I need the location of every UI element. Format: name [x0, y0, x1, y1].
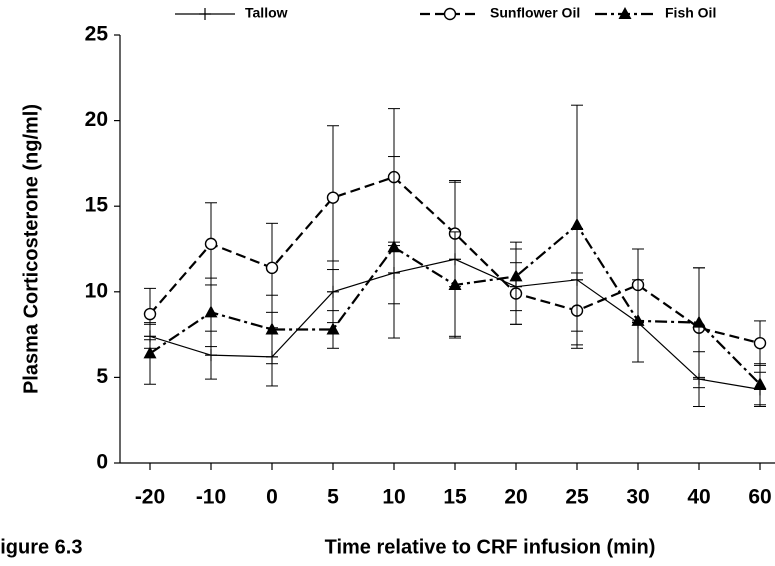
y-tick-label: 0	[96, 451, 108, 474]
marker	[570, 218, 584, 231]
x-tick-label: 10	[382, 486, 405, 509]
x-tick-label: -20	[135, 486, 165, 509]
y-tick-label: 15	[85, 194, 109, 217]
y-tick-label: 5	[96, 365, 108, 388]
figure-label: Figure 6.3	[0, 536, 82, 558]
marker	[443, 7, 457, 21]
x-tick-label: 25	[565, 486, 589, 509]
marker	[205, 349, 217, 362]
marker	[199, 8, 211, 20]
marker	[753, 336, 767, 350]
marker	[204, 237, 218, 251]
x-tick-label: 30	[626, 486, 649, 509]
x-tick-label: 5	[327, 486, 339, 509]
x-tick-label: -10	[196, 486, 226, 509]
marker	[753, 377, 767, 390]
marker	[692, 315, 706, 328]
marker	[143, 307, 157, 321]
marker	[204, 305, 218, 318]
x-tick-label: 0	[266, 486, 278, 509]
legend-label: Sunflower Oil	[490, 5, 580, 21]
x-tick-label: 60	[748, 486, 771, 509]
y-tick-label: 20	[85, 108, 108, 131]
marker	[326, 191, 340, 204]
marker	[631, 313, 645, 326]
y-axis-title: Plasma Corticosterone (ng/ml)	[20, 104, 42, 394]
x-tick-label: 40	[687, 486, 710, 509]
marker	[327, 285, 339, 298]
x-axis-title: Time relative to CRF infusion (min)	[325, 536, 656, 558]
marker	[509, 269, 523, 282]
y-tick-label: 10	[85, 279, 108, 302]
x-tick-label: 20	[504, 486, 527, 509]
marker	[448, 277, 462, 290]
marker	[618, 7, 632, 19]
marker	[387, 240, 401, 253]
legend-label: Fish Oil	[665, 5, 716, 21]
legend-label: Tallow	[245, 5, 288, 21]
y-tick-label: 25	[85, 23, 109, 46]
marker	[265, 261, 279, 275]
marker	[265, 322, 279, 335]
x-tick-label: 15	[443, 486, 467, 509]
marker	[326, 322, 340, 335]
marker	[143, 346, 157, 359]
